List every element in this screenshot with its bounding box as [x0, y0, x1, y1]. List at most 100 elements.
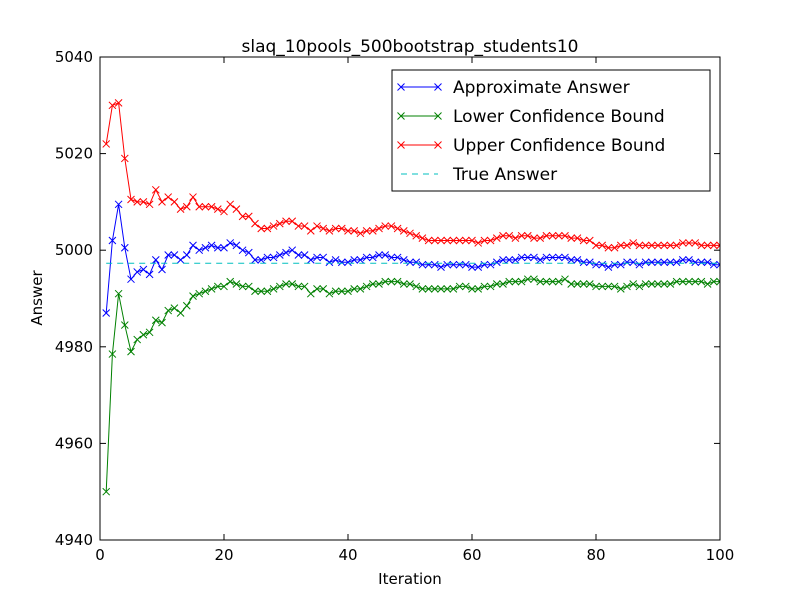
data-point-s0-30	[288, 246, 297, 255]
data-point-s1-33	[306, 289, 315, 298]
data-point-s0-11	[170, 251, 179, 259]
data-point-s2-100	[723, 259, 730, 266]
data-point-s2-58	[461, 236, 470, 245]
data-point-s1-96	[697, 277, 706, 286]
data-point-s2-40	[350, 227, 359, 235]
data-point-s2-52	[424, 236, 433, 245]
data-point-s1-18	[213, 282, 222, 291]
data-point-s1-70	[536, 277, 545, 286]
legend-marker-1-b	[434, 112, 442, 120]
data-point-s1-99	[716, 277, 720, 286]
data-point-s1-5	[133, 335, 142, 344]
data-point-s0-6	[139, 265, 148, 274]
data-point-s0-91	[666, 258, 675, 267]
data-point-s0-79	[592, 260, 600, 269]
data-point-s1-32	[300, 282, 309, 291]
data-point-s1-20	[226, 277, 235, 286]
data-point-s1-9	[158, 318, 166, 327]
data-point-s0-80	[598, 260, 607, 269]
data-point-s1-59	[468, 284, 476, 293]
data-point-s0-74	[561, 253, 569, 262]
data-point-s0-55	[443, 260, 452, 269]
data-point-s1-95	[691, 277, 700, 286]
data-point-s0-95	[691, 258, 700, 267]
data-point-s2-26	[263, 224, 272, 233]
data-point-s1-36	[325, 289, 334, 298]
data-point-s2-77	[579, 236, 588, 245]
data-point-s2-71	[542, 231, 551, 240]
data-point-s2-87	[641, 241, 650, 250]
data-point-s0-70	[536, 256, 545, 264]
series-line-0	[105, 204, 720, 314]
data-point-s2-11	[170, 198, 179, 206]
data-point-s2-20	[226, 200, 235, 209]
data-point-s2-47	[393, 224, 402, 233]
data-point-s2-61	[480, 236, 489, 245]
y-tick-label-0: 4940	[55, 531, 93, 549]
data-point-s1-17	[207, 284, 216, 293]
data-point-s0-2	[114, 200, 123, 209]
data-point-s1-2	[114, 289, 123, 298]
y-tick-label-4: 5020	[55, 145, 93, 163]
data-point-s1-93	[678, 277, 687, 286]
data-point-s2-36	[325, 227, 334, 235]
data-point-s1-97	[703, 280, 712, 288]
data-point-s1-12	[176, 309, 185, 317]
legend-box	[391, 69, 711, 192]
data-point-s1-87	[641, 280, 650, 288]
data-point-s0-35	[319, 253, 328, 262]
data-point-s2-51	[418, 234, 427, 242]
data-point-s0-15	[195, 246, 204, 255]
data-point-s0-13	[182, 251, 191, 259]
x-tick-label-2: 40	[338, 546, 357, 564]
data-point-s2-96	[697, 241, 706, 250]
data-point-s1-58	[461, 282, 470, 291]
data-point-s1-89	[654, 280, 662, 288]
data-point-s0-50	[412, 258, 421, 267]
data-point-s0-7	[145, 270, 154, 279]
data-point-s2-72	[548, 231, 557, 240]
data-point-s2-90	[660, 241, 669, 250]
data-point-s2-82	[610, 243, 619, 252]
x-tick-label-5: 100	[706, 546, 735, 564]
data-point-s1-85	[629, 280, 638, 288]
x-tick-label-1: 20	[214, 546, 233, 564]
data-point-s1-91	[666, 280, 675, 288]
legend-label-0: Approximate Answer	[453, 78, 630, 98]
data-point-s0-96	[697, 258, 706, 267]
data-point-s2-70	[536, 234, 545, 242]
data-point-s0-61	[480, 260, 489, 269]
data-point-s1-98	[709, 277, 718, 286]
data-point-s0-31	[294, 251, 303, 259]
data-point-s1-4	[127, 347, 135, 356]
data-point-s2-16	[201, 202, 210, 211]
data-point-s0-20	[226, 239, 235, 247]
data-point-s2-33	[306, 227, 315, 235]
data-point-s0-81	[604, 263, 613, 271]
data-point-s2-4	[127, 195, 135, 204]
data-point-s1-14	[189, 292, 197, 300]
data-point-s2-42	[362, 227, 371, 235]
plot-area	[102, 99, 730, 496]
data-point-s2-74	[561, 231, 569, 240]
data-point-s2-63	[492, 234, 501, 242]
data-point-s1-13	[182, 301, 191, 310]
data-point-s0-14	[189, 241, 197, 250]
x-tick-label-0: 0	[95, 546, 105, 564]
data-point-s1-23	[244, 282, 253, 291]
data-point-s0-82	[610, 260, 619, 269]
data-point-s2-25	[257, 224, 266, 233]
data-point-s2-84	[623, 241, 631, 250]
data-point-s0-1	[108, 236, 117, 245]
legend-marker-0-b	[434, 83, 442, 91]
data-point-s0-51	[418, 260, 427, 269]
data-point-s2-38	[337, 224, 346, 233]
legend-marker-1-a	[397, 112, 405, 120]
data-point-s2-28	[275, 219, 284, 228]
data-point-s1-54	[437, 284, 445, 293]
data-point-s2-76	[573, 234, 582, 242]
data-point-s0-59	[468, 263, 476, 271]
data-point-s1-40	[350, 284, 359, 293]
data-point-s1-77	[579, 280, 588, 288]
data-point-s2-22	[238, 212, 247, 221]
